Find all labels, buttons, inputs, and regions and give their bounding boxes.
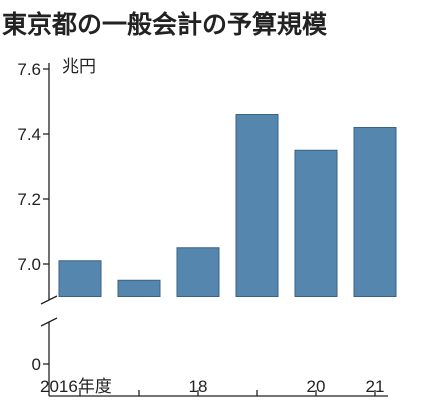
axes (40, 63, 388, 397)
x-tick-label: 20 (307, 377, 326, 396)
y-tick-label: 7.2 (17, 190, 41, 209)
x-ticks: 2016年度 18 20 21 (40, 377, 384, 396)
bar-2021 (353, 127, 397, 297)
y-ticks: 7.6 7.4 7.2 7.0 0 (17, 60, 49, 374)
axis-break-mark-bottom (40, 317, 58, 327)
bar-2016 (58, 260, 102, 297)
bar-2017 (117, 279, 161, 297)
bar-2020 (294, 149, 338, 297)
y-tick-label: 7.6 (17, 60, 41, 79)
y-tick-label: 7.4 (17, 125, 41, 144)
unit-label: 兆円 (62, 57, 96, 77)
x-tick-label: 18 (189, 377, 208, 396)
y-tick-label: 0 (32, 355, 41, 374)
bar-2019 (235, 114, 279, 297)
bar-2018 (176, 247, 220, 297)
x-tick-label: 2016年度 (40, 377, 112, 396)
bars (58, 114, 397, 297)
x-tick-label: 21 (366, 377, 385, 396)
chart-title: 東京都の一般会計の予算規模 (2, 10, 328, 39)
y-tick-label: 7.0 (17, 255, 41, 274)
axis-break-mark-top (40, 295, 58, 305)
